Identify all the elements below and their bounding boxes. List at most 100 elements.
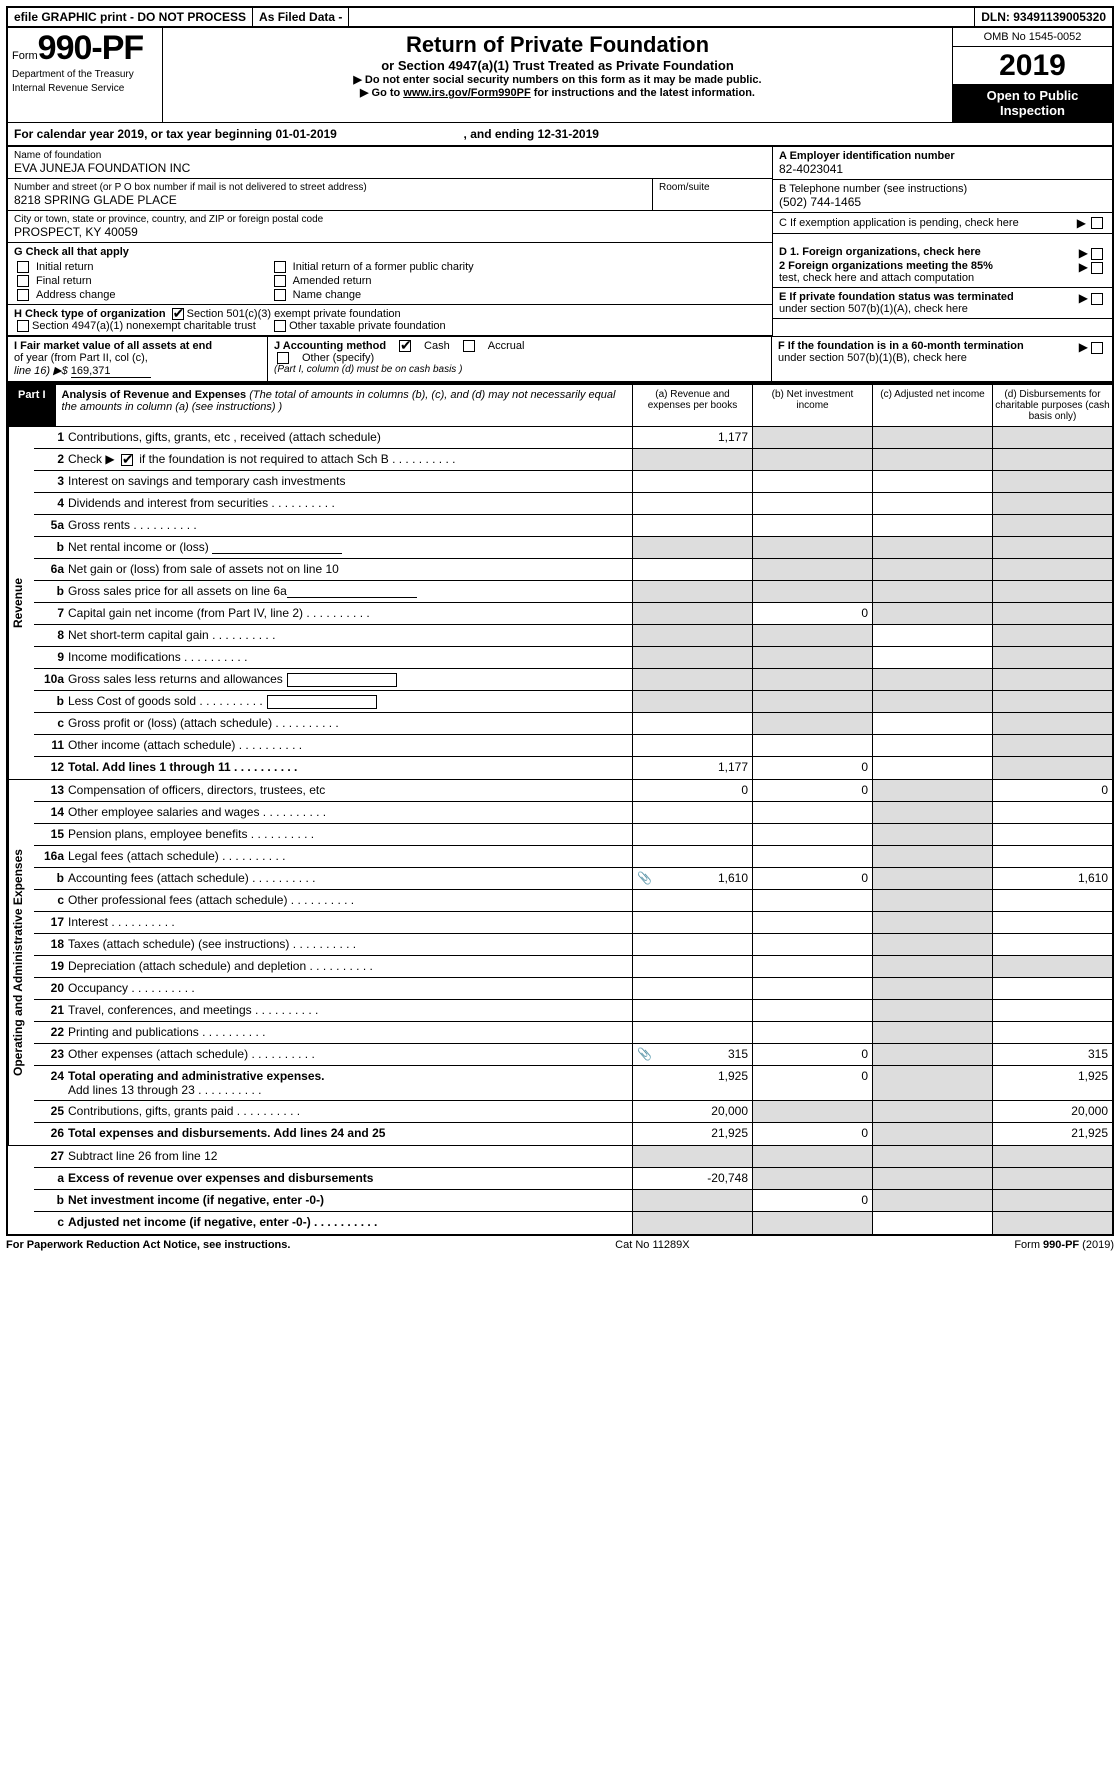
r27c-label: Adjusted net income (if negative, enter … <box>68 1212 632 1234</box>
r16b-d: 1,610 <box>992 868 1112 889</box>
r27c-a <box>632 1212 752 1234</box>
r23-d: 315 <box>992 1044 1112 1065</box>
footer-form-no: 990-PF <box>1043 1239 1079 1251</box>
attach-icon[interactable]: 📎 <box>637 871 652 885</box>
r5b-b <box>752 537 872 558</box>
part1-desc: Analysis of Revenue and Expenses (The to… <box>56 385 632 426</box>
r18-label: Taxes (attach schedule) (see instruction… <box>68 934 632 955</box>
r27-d <box>992 1146 1112 1167</box>
g-amended-chk[interactable] <box>274 275 286 287</box>
r21-num: 21 <box>34 1000 68 1021</box>
r23-num: 23 <box>34 1044 68 1065</box>
e-chk[interactable] <box>1091 293 1103 305</box>
r1-a: 1,177 <box>632 427 752 448</box>
tax-year: 2019 <box>953 47 1112 84</box>
part1-tag: Part I <box>8 385 56 426</box>
revenue-rows: 1Contributions, gifts, grants, etc , rec… <box>34 427 1112 779</box>
f-l1: F If the foundation is in a 60-month ter… <box>778 340 1024 352</box>
r7-label: Capital gain net income (from Part IV, l… <box>68 603 632 624</box>
r10b-d <box>992 691 1112 712</box>
r14-d <box>992 802 1112 823</box>
h-4947: Section 4947(a)(1) nonexempt charitable … <box>32 320 256 332</box>
h-label: H Check type of organization <box>14 308 166 320</box>
r27c-d <box>992 1212 1112 1234</box>
h-4947-chk[interactable] <box>17 320 29 332</box>
g-initial-return-chk[interactable] <box>17 261 29 273</box>
as-filed-label: As Filed Data - <box>253 8 349 26</box>
r25-num: 25 <box>34 1101 68 1122</box>
h-other-chk[interactable] <box>274 320 286 332</box>
col-a-header: (a) Revenue and expenses per books <box>632 385 752 426</box>
footer-catno: Cat No 11289X <box>615 1239 689 1251</box>
r10b-a <box>632 691 752 712</box>
r4-c <box>872 493 992 514</box>
goto-prefix: ▶ Go to <box>360 87 403 99</box>
r6a-c <box>872 559 992 580</box>
r3-label: Interest on savings and temporary cash i… <box>68 471 632 492</box>
i-section: I Fair market value of all assets at end… <box>8 337 268 381</box>
g-initial-former: Initial return of a former public charit… <box>293 261 474 273</box>
r15-num: 15 <box>34 824 68 845</box>
r18-b <box>752 934 872 955</box>
address-label: Number and street (or P O box number if … <box>14 182 646 193</box>
ein-value: 82-4023041 <box>779 162 1106 176</box>
footer: For Paperwork Reduction Act Notice, see … <box>6 1234 1114 1251</box>
r6b-b <box>752 581 872 602</box>
expenses-tab: Operating and Administrative Expenses <box>8 780 34 1145</box>
r10c-c <box>872 713 992 734</box>
j-accrual-chk[interactable] <box>463 340 475 352</box>
j-note: (Part I, column (d) must be on cash basi… <box>274 364 765 375</box>
r25-label: Contributions, gifts, grants paid <box>68 1101 632 1122</box>
r11-c <box>872 735 992 756</box>
j-cash-chk[interactable] <box>399 340 411 352</box>
j-other-chk[interactable] <box>277 352 289 364</box>
r5b-d <box>992 537 1112 558</box>
r14-c <box>872 802 992 823</box>
g-name-chk[interactable] <box>274 289 286 301</box>
r7-a <box>632 603 752 624</box>
r26-b: 0 <box>752 1123 872 1145</box>
r16c-d <box>992 890 1112 911</box>
g-final-chk[interactable] <box>17 275 29 287</box>
r5a-c <box>872 515 992 536</box>
r2-chk[interactable] <box>121 454 133 466</box>
name-cell: Name of foundation EVA JUNEJA FOUNDATION… <box>8 147 772 179</box>
r27-label: Subtract line 26 from line 12 <box>68 1146 632 1167</box>
g-address-chk[interactable] <box>17 289 29 301</box>
r27c-num: c <box>34 1212 68 1234</box>
phone-label: B Telephone number (see instructions) <box>779 183 1106 195</box>
d2-chk[interactable] <box>1091 262 1103 274</box>
r12-b: 0 <box>752 757 872 779</box>
d1-chk[interactable] <box>1091 248 1103 260</box>
h-501c3-chk[interactable] <box>172 308 184 320</box>
year-box: OMB No 1545-0052 2019 Open to Public Ins… <box>952 28 1112 122</box>
city-cell: City or town, state or province, country… <box>8 211 772 243</box>
form-header: Form990-PF Department of the Treasury In… <box>6 28 1114 122</box>
r25-b <box>752 1101 872 1122</box>
r27-a <box>632 1146 752 1167</box>
r21-label: Travel, conferences, and meetings <box>68 1000 632 1021</box>
r20-c <box>872 978 992 999</box>
r26-label: Total expenses and disbursements. Add li… <box>68 1123 632 1145</box>
r22-num: 22 <box>34 1022 68 1043</box>
address-row: Number and street (or P O box number if … <box>8 179 772 211</box>
top-bar: efile GRAPHIC print - DO NOT PROCESS As … <box>6 6 1114 28</box>
irs-link[interactable]: www.irs.gov/Form990PF <box>403 87 530 99</box>
r16c-c <box>872 890 992 911</box>
r12-num: 12 <box>34 757 68 779</box>
r9-c <box>872 647 992 668</box>
r26-a: 21,925 <box>632 1123 752 1145</box>
r5a-label: Gross rents <box>68 515 632 536</box>
r9-b <box>752 647 872 668</box>
r14-a <box>632 802 752 823</box>
attach-icon[interactable]: 📎 <box>637 1047 652 1061</box>
r16b-b: 0 <box>752 868 872 889</box>
fmv-value: 169,371 <box>71 365 151 378</box>
r10a-d <box>992 669 1112 690</box>
r13-num: 13 <box>34 780 68 801</box>
g-initial-former-chk[interactable] <box>274 261 286 273</box>
exemption-checkbox[interactable] <box>1091 217 1103 229</box>
part1-header: Part I Analysis of Revenue and Expenses … <box>6 383 1114 427</box>
f-chk[interactable] <box>1091 342 1103 354</box>
expenses-rows: 13Compensation of officers, directors, t… <box>34 780 1112 1145</box>
